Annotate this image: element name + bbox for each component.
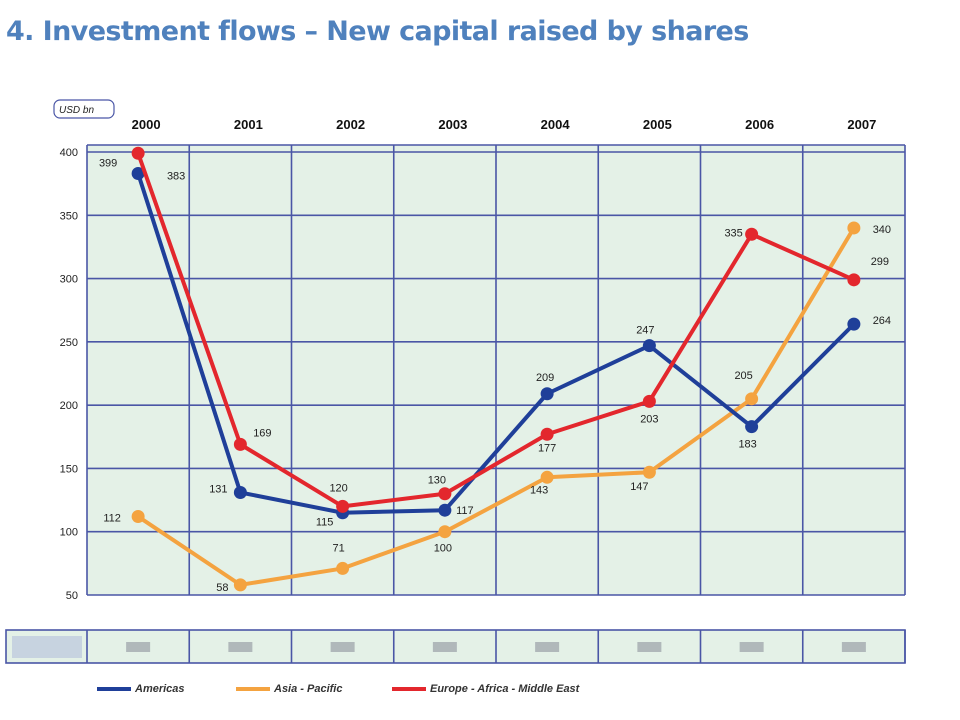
grid-lines (86, 144, 906, 596)
data-label: 117 (456, 505, 474, 517)
data-point-europe-africa-middle-east (438, 487, 452, 501)
legend-swatch-asia-pacific (236, 687, 270, 691)
table-cell (739, 642, 764, 652)
x-tick-label: 2007 (847, 117, 876, 132)
series-layer (131, 146, 861, 592)
line-chart: 2000 2001 2002 2003 2004 2005 2006 2007 50 100 15… (5, 99, 906, 664)
data-label: 203 (640, 413, 658, 425)
legend-item-americas: Americas (97, 683, 185, 695)
x-tick-labels: 2000 2001 2002 2003 2004 2005 2006 2007 (132, 117, 877, 132)
data-point-asia-pacific (131, 510, 145, 524)
data-label: 71 (333, 542, 345, 554)
legend-swatch-americas (97, 687, 131, 691)
data-point-europe-africa-middle-east (131, 146, 145, 160)
data-point-americas (745, 420, 759, 434)
legend-item-emea: Europe - Africa - Middle East (392, 683, 579, 695)
data-label: 58 (216, 582, 228, 594)
data-point-asia-pacific (336, 561, 350, 575)
data-labels: 383 131 115 117 209 247 183 264 112 58 71 100 143 147… (99, 157, 891, 594)
data-label: 131 (209, 483, 227, 495)
data-label: 183 (738, 439, 756, 451)
data-label: 169 (253, 427, 271, 439)
bottom-table (5, 629, 906, 664)
x-tick-label: 2001 (234, 117, 263, 132)
data-label: 264 (873, 315, 891, 327)
x-tick-label: 2002 (336, 117, 365, 132)
table-cell (432, 642, 457, 652)
data-label: 143 (530, 484, 548, 496)
series-line-europe-africa-middle-east (136, 151, 856, 509)
x-tick-label: 2006 (745, 117, 774, 132)
unit-label: USD bn (59, 105, 94, 116)
data-label: 100 (434, 543, 452, 555)
y-tick-label: 50 (66, 590, 78, 602)
data-point-europe-africa-middle-east (336, 499, 350, 513)
y-tick-label: 100 (60, 527, 78, 539)
data-label: 299 (871, 256, 889, 268)
data-label: 209 (536, 372, 554, 384)
data-point-europe-africa-middle-east (540, 427, 554, 441)
data-label: 247 (636, 325, 654, 337)
x-tick-label: 2000 (132, 117, 161, 132)
table-cell (228, 642, 253, 652)
data-label: 399 (99, 157, 117, 169)
chart-title: 4. Investment flows – New capital raised… (6, 16, 749, 47)
data-point-asia-pacific (233, 578, 247, 592)
data-label: 112 (103, 513, 121, 525)
table-cell (535, 642, 560, 652)
data-point-americas (847, 317, 861, 331)
data-point-americas (642, 339, 656, 353)
data-label: 383 (167, 171, 185, 183)
table-cell (637, 642, 662, 652)
data-label: 147 (630, 481, 648, 493)
data-label: 205 (734, 370, 752, 382)
legend-label-americas: Americas (135, 683, 185, 695)
table-cell (330, 642, 355, 652)
y-tick-label: 300 (60, 274, 78, 286)
table-cell (841, 642, 866, 652)
x-tick-label: 2004 (541, 117, 571, 132)
data-label: 340 (873, 224, 891, 236)
data-point-asia-pacific (540, 470, 554, 484)
data-label: 115 (316, 517, 334, 529)
series-line-americas (136, 171, 856, 515)
data-point-asia-pacific (642, 465, 656, 479)
legend-item-asia-pacific: Asia - Pacific (236, 683, 342, 695)
data-label: 177 (538, 442, 556, 454)
data-point-americas (233, 485, 247, 499)
y-tick-label: 200 (60, 400, 78, 412)
legend-label-asia-pacific: Asia - Pacific (274, 683, 343, 695)
data-point-americas (540, 387, 554, 401)
x-tick-label: 2005 (643, 117, 672, 132)
data-point-europe-africa-middle-east (233, 437, 247, 451)
y-tick-labels: 50 100 150 200 250 300 350 400 (60, 147, 78, 602)
data-label: 335 (724, 227, 742, 239)
data-point-americas (131, 167, 145, 181)
data-point-asia-pacific (847, 221, 861, 235)
data-point-europe-africa-middle-east (642, 394, 656, 408)
data-point-asia-pacific (745, 392, 759, 406)
y-tick-label: 150 (60, 463, 78, 475)
legend: Americas Asia - Pacific Europe - Africa … (0, 683, 960, 699)
data-point-americas (438, 503, 452, 517)
unit-badge: USD bn (53, 99, 115, 119)
legend-label-emea: Europe - Africa - Middle East (430, 683, 580, 695)
y-tick-label: 350 (60, 210, 78, 222)
data-point-europe-africa-middle-east (745, 227, 759, 241)
x-tick-label: 2003 (438, 117, 467, 132)
data-label: 130 (428, 475, 446, 487)
y-tick-label: 250 (60, 337, 78, 349)
table-cell (126, 642, 151, 652)
y-tick-label: 400 (60, 147, 78, 159)
data-point-europe-africa-middle-east (847, 273, 861, 287)
data-point-asia-pacific (438, 525, 452, 539)
data-label: 120 (329, 482, 347, 494)
legend-swatch-emea (392, 687, 426, 691)
table-row-header (12, 636, 82, 658)
